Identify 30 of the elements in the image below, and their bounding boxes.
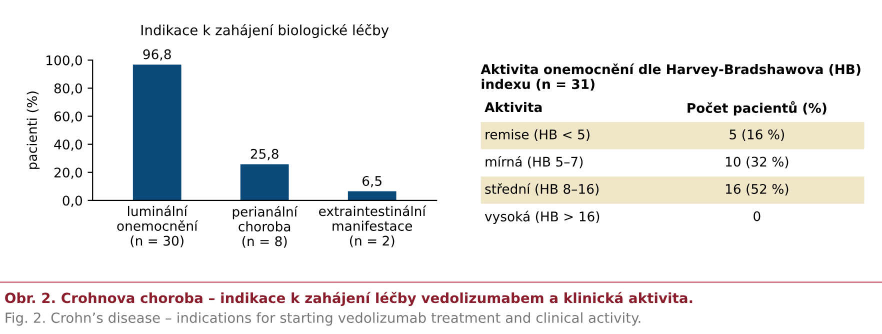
y-tick-label: 40,0 bbox=[54, 140, 82, 151]
y-axis-title: pacienti (%) bbox=[26, 92, 40, 169]
data-label: 25,8 bbox=[250, 148, 278, 160]
y-tick-label: 80,0 bbox=[54, 83, 82, 95]
text: střední (HB 8–16) bbox=[485, 183, 599, 196]
text: Aktivita bbox=[484, 102, 542, 112]
bar bbox=[132, 64, 182, 200]
y-tick-label: 0,0 bbox=[62, 196, 82, 207]
text: 5 (16 %) bbox=[730, 129, 784, 141]
chart-title: Indikace k zahájení biologické léčby bbox=[141, 24, 389, 38]
x-tick-label: extraintestinální manifestace (n = 2) bbox=[319, 205, 426, 248]
text: Aktivita onemocnění dle Harvey-Bradshawova (HB) indexu (n = 31) bbox=[480, 63, 860, 91]
data-label: 6,5 bbox=[362, 176, 382, 188]
bar bbox=[348, 191, 396, 200]
text: 10 (32 %) bbox=[726, 156, 788, 168]
text: vysoká (HB > 16) bbox=[484, 210, 600, 224]
x-tick-label: luminální onemocnění (n = 30) bbox=[117, 205, 198, 248]
x-tick-label: perianální choroba (n = 8) bbox=[232, 206, 298, 248]
text: Obr. 2. Crohnova choroba – indikace k zahájení léčby vedolizumabem a klinická aktivita. bbox=[5, 292, 692, 306]
caption: Fig. 2. Crohn’s disease – indications for starting vedolizumab treatment and clinical activity. bbox=[6, 312, 640, 326]
text: remise (HB < 5) bbox=[486, 129, 590, 141]
text: mírná (HB 5–7) bbox=[486, 156, 583, 168]
text: 16 (52 %) bbox=[726, 184, 788, 196]
y-tick-label: 20,0 bbox=[54, 168, 82, 179]
y-tick-label: 100,0 bbox=[46, 55, 82, 67]
y-tick-label: 60,0 bbox=[54, 111, 82, 123]
data-label: 96,8 bbox=[143, 49, 171, 61]
text: 0 bbox=[754, 211, 760, 222]
bar bbox=[240, 164, 289, 200]
text: Počet pacientů (%) bbox=[688, 101, 826, 116]
